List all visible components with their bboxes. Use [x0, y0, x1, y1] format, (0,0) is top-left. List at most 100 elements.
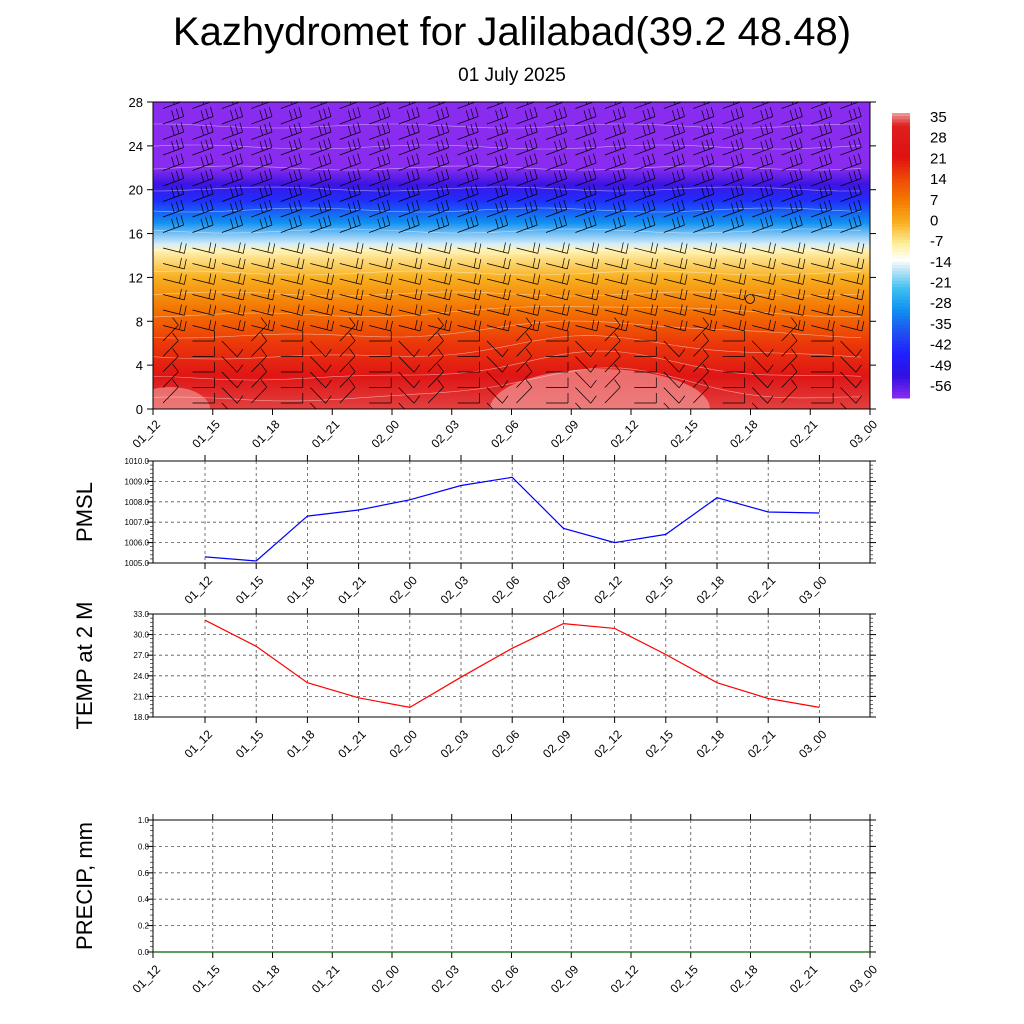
- wind-barb: [192, 304, 217, 316]
- wind-barb: [781, 199, 803, 218]
- wind-barb: [634, 184, 656, 202]
- wind-barb: [811, 319, 835, 332]
- wind-barb: [634, 393, 657, 404]
- wind-barb: [634, 331, 657, 342]
- colorbar-bin: [892, 223, 910, 228]
- wind-barb: [811, 257, 835, 270]
- wind-barb: [663, 168, 685, 187]
- colorbar-bin: [892, 296, 910, 301]
- wind-barb: [663, 319, 688, 332]
- colorbar-bin: [892, 201, 910, 206]
- y-tick-label: 27.0: [133, 651, 149, 660]
- wind-barb: [663, 122, 685, 140]
- wind-barb: [722, 184, 744, 202]
- wind-barb: [428, 288, 452, 301]
- wind-barb: [192, 288, 217, 301]
- x-tick-label: 02_18: [694, 727, 728, 761]
- wind-barb: [310, 257, 334, 270]
- wind-barb: [339, 184, 361, 202]
- x-tick-label: 02_15: [667, 417, 701, 451]
- wind-barb: [457, 137, 479, 156]
- colorbar-bin: [892, 312, 910, 317]
- wind-barb: [280, 137, 302, 156]
- y-tick-label: 20: [129, 183, 143, 198]
- series-line: [204, 619, 820, 709]
- x-tick-label: 02_03: [428, 417, 462, 451]
- wind-barb: [810, 106, 833, 125]
- wind-barb: [604, 379, 621, 404]
- colorbar-label: 0: [930, 212, 938, 229]
- wind-barb: [310, 122, 332, 140]
- wind-barb: [516, 379, 533, 404]
- wind-barb: [162, 273, 187, 285]
- wind-barb: [486, 340, 509, 358]
- x-tick-label: 01_21: [335, 727, 369, 761]
- wind-barb: [369, 153, 391, 171]
- wind-barb: [221, 199, 243, 218]
- wind-barb: [751, 387, 774, 404]
- wind-barb: [280, 331, 304, 342]
- y-tick-label: 0.4: [138, 895, 150, 904]
- wind-barb: [575, 319, 600, 332]
- wind-barb: [221, 257, 246, 270]
- wind-barb: [486, 106, 509, 125]
- wind-barb: [280, 304, 305, 316]
- wind-barb: [280, 242, 305, 254]
- x-tick-label: 01_12: [182, 727, 216, 761]
- wind-barb: [457, 377, 480, 388]
- wind-barb: [693, 242, 717, 254]
- wind-barb: [693, 153, 715, 171]
- wind-barb: [221, 215, 243, 233]
- wind-barb: [486, 168, 509, 187]
- wind-barb: [457, 273, 482, 285]
- wind-barb: [486, 402, 494, 409]
- wind-barb: [516, 257, 541, 270]
- wind-barb: [752, 168, 774, 187]
- series-line: [204, 476, 820, 562]
- isoline: [153, 165, 862, 171]
- wind-barb: [486, 153, 509, 171]
- y-tick-label: 4: [136, 358, 143, 373]
- x-tick-label: 02_21: [787, 962, 821, 996]
- y-tick-label: 1009.0: [125, 477, 150, 486]
- wind-barb: [752, 153, 774, 171]
- wind-barb: [693, 379, 709, 404]
- wind-barb: [486, 304, 511, 316]
- wind-barb: [457, 288, 482, 301]
- wind-barb: [663, 257, 688, 270]
- wind-barb: [428, 242, 452, 254]
- wind-barb: [398, 356, 420, 373]
- wind-barb: [310, 184, 332, 202]
- wind-barb: [604, 257, 629, 270]
- x-tick-label: 03_00: [796, 727, 830, 761]
- colorbar-bin: [892, 318, 910, 323]
- wind-barb: [162, 288, 187, 301]
- wind-barb: [693, 137, 715, 156]
- wind-barb: [781, 153, 803, 171]
- wind-barb: [693, 102, 713, 109]
- wind-barb: [486, 184, 509, 202]
- y-tick-label: 24: [129, 139, 143, 154]
- wind-barb: [162, 199, 185, 218]
- wind-barb: [427, 106, 450, 125]
- wind-barb: [575, 122, 597, 140]
- wind-barb: [575, 168, 597, 187]
- wind-barb: [192, 106, 214, 125]
- colorbar-bin: [892, 277, 910, 282]
- wind-barb: [781, 184, 803, 202]
- wind-barb: [398, 304, 423, 316]
- wind-barb: [840, 199, 862, 218]
- wind-barb: [310, 168, 332, 187]
- wind-barb: [545, 319, 570, 332]
- colorbar-bin: [892, 366, 910, 370]
- wind-barb: [693, 317, 709, 342]
- wind-barb: [369, 304, 393, 316]
- wind-barb: [811, 288, 835, 301]
- colorbar-bin: [892, 242, 910, 247]
- wind-barb: [545, 199, 567, 218]
- colorbar-label: -21: [930, 275, 952, 292]
- wind-barb: [280, 215, 302, 233]
- wind-barb: [722, 362, 746, 373]
- wind-barb: [398, 257, 423, 270]
- wind-barb: [604, 288, 629, 301]
